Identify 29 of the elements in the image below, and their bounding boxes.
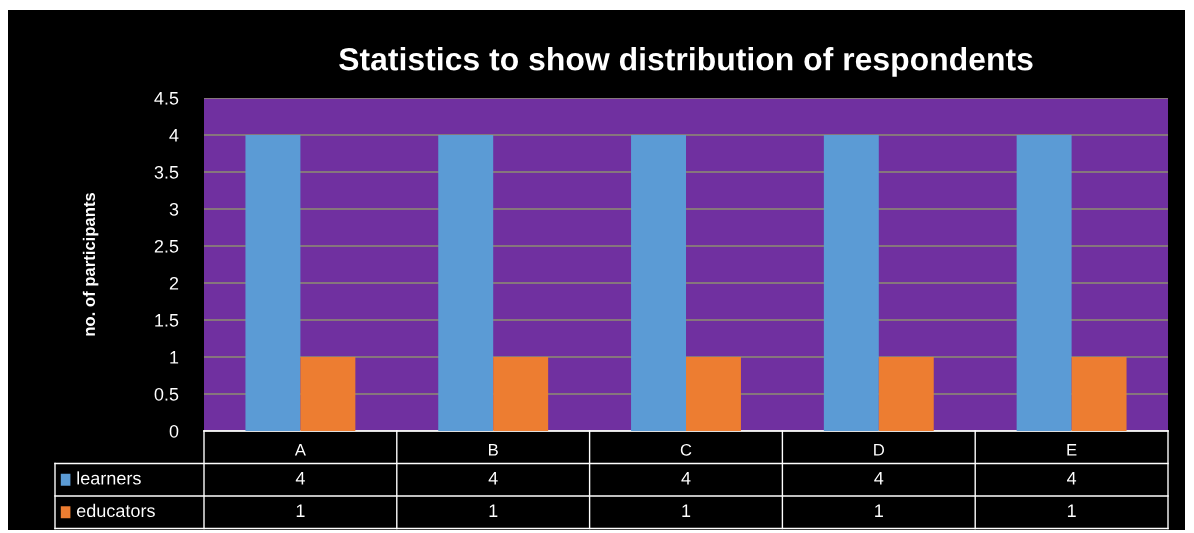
legend-label: learners: [77, 471, 141, 485]
y-axis-title: no. of participants: [82, 192, 99, 336]
data-label: 4: [681, 472, 691, 485]
x-tick-label: C: [680, 443, 692, 456]
data-label: 1: [682, 504, 691, 517]
y-tick-label: 3: [169, 202, 179, 216]
data-label: 1: [296, 504, 305, 517]
y-tick-label: 4: [169, 129, 179, 142]
x-tick-label: E: [1067, 444, 1077, 456]
y-tick-label: 2.5: [154, 239, 179, 253]
data-label: 1: [1067, 504, 1076, 517]
legend-label: educators: [76, 503, 155, 518]
y-tick-label: 3.5: [154, 165, 179, 179]
y-tick-label: 1: [170, 351, 179, 364]
y-tick-label: 2: [169, 276, 179, 290]
data-label: 4: [874, 472, 884, 485]
y-tick-label: 0.5: [154, 387, 179, 401]
data-label: 4: [295, 472, 305, 485]
data-label: 4: [488, 472, 498, 485]
y-tick-label: 4.5: [154, 92, 179, 105]
x-tick-label: A: [294, 444, 306, 456]
x-tick-label: B: [489, 444, 498, 456]
chart-title: Statistics to show distribution of respondents: [339, 47, 1033, 77]
x-tick-label: D: [874, 444, 885, 456]
data-label: 1: [875, 504, 883, 517]
data-label: 4: [1066, 472, 1077, 485]
data-label: 1: [489, 504, 498, 517]
y-tick-label: 0: [169, 424, 179, 438]
y-tick-label: 1.5: [155, 314, 179, 327]
